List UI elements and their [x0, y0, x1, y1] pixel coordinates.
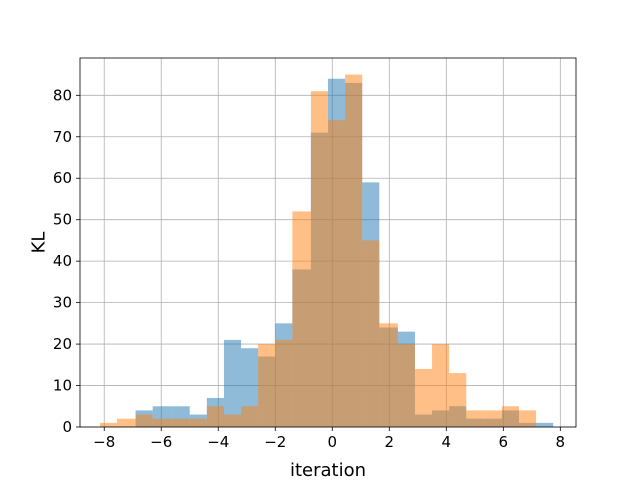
- y-tick-label: 30: [53, 294, 72, 312]
- histogram-bar-series-2: [223, 414, 242, 427]
- histogram-bar-series-2: [152, 418, 172, 427]
- histogram-bar-series-2: [518, 410, 537, 427]
- histogram-bar-series-2: [397, 344, 415, 427]
- histogram-bar-series-2: [135, 414, 153, 427]
- y-tick-label: 60: [53, 169, 72, 187]
- histogram-bar-series-2: [241, 406, 259, 427]
- y-tick-label: 70: [53, 128, 72, 146]
- histogram-bar-series-2: [379, 323, 398, 427]
- x-tick-label: −6: [150, 433, 172, 451]
- histogram-bar-series-2: [117, 418, 136, 427]
- histogram-bar-series-2: [189, 418, 207, 427]
- y-tick-label: 80: [53, 86, 72, 104]
- x-tick-label: −4: [207, 433, 229, 451]
- x-tick-label: −8: [93, 433, 115, 451]
- histogram-bar-series-2: [501, 406, 519, 427]
- histogram-bar-series-2: [414, 368, 433, 427]
- x-tick-label: 6: [499, 433, 509, 451]
- y-tick-label: 50: [53, 211, 72, 229]
- histogram-bar-series-2: [171, 418, 190, 427]
- y-axis-label: KL: [28, 232, 49, 254]
- y-tick-label: 10: [53, 377, 72, 395]
- histogram-bar-series-2: [292, 211, 311, 427]
- histogram-bar-series-2: [345, 74, 363, 428]
- histogram-bars: [99, 74, 554, 428]
- y-tick-label: 40: [53, 252, 72, 270]
- histogram-bar-series-2: [466, 410, 484, 427]
- x-tick-label: −2: [264, 433, 286, 451]
- histogram-bar-series-2: [275, 339, 293, 427]
- histogram-bar-series-1: [536, 422, 554, 427]
- histogram-bar-series-1: [223, 339, 242, 427]
- histogram-bar-series-2: [328, 120, 346, 427]
- x-axis-label: iteration: [290, 460, 366, 480]
- histogram-bar-series-2: [432, 344, 450, 427]
- histogram-bar-series-2: [258, 344, 276, 427]
- x-tick-label: 0: [328, 433, 338, 451]
- y-tick-label: 20: [53, 335, 72, 353]
- plot-frame: [79, 57, 577, 428]
- histogram-bar-series-2: [483, 410, 502, 427]
- histogram-bar-series-2: [310, 91, 328, 427]
- histogram-bar-series-2: [449, 373, 467, 427]
- histogram-bar-series-2: [206, 406, 224, 427]
- x-tick-label: 4: [442, 433, 452, 451]
- histogram-bar-series-2: [99, 422, 118, 427]
- x-tick-label: 8: [556, 433, 566, 451]
- x-tick-label: 2: [385, 433, 395, 451]
- histogram-bar-series-2: [362, 240, 380, 427]
- y-tick-label: 0: [62, 418, 72, 436]
